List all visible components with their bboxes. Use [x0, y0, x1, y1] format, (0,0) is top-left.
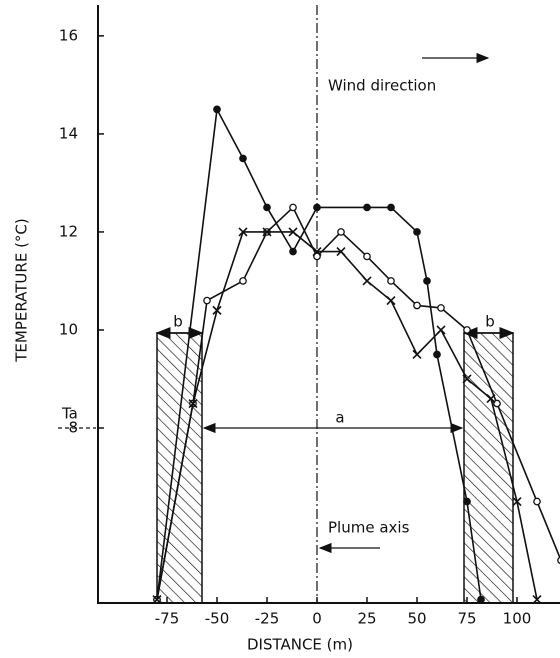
point — [289, 247, 297, 256]
x-tick-label: 100 — [503, 610, 532, 628]
point — [413, 228, 421, 236]
point — [436, 325, 446, 335]
y-tick-label: 12 — [59, 222, 78, 240]
point — [263, 203, 271, 212]
series-line — [156, 206, 560, 600]
x-tick-label: 50 — [407, 610, 426, 628]
a-label: a — [335, 409, 344, 427]
point — [313, 203, 321, 212]
ta-label: Ta — [61, 405, 78, 423]
x-tick-label: 0 — [312, 610, 322, 628]
point — [337, 228, 345, 236]
point — [532, 595, 542, 605]
point — [486, 394, 496, 404]
y-tick-label: 16 — [59, 26, 78, 44]
point — [213, 105, 221, 114]
y-axis-label: TEMPERATURE (°C) — [13, 218, 31, 363]
point — [413, 301, 421, 310]
point — [463, 497, 471, 506]
x-tick-label: -50 — [205, 610, 230, 628]
x-tick-label: -75 — [155, 610, 180, 628]
point — [336, 246, 346, 257]
point — [288, 227, 298, 237]
x-tick-label: -25 — [255, 610, 280, 628]
point — [423, 277, 431, 285]
point — [477, 595, 485, 604]
point — [212, 305, 222, 315]
series-line — [156, 231, 538, 600]
point — [363, 203, 371, 212]
y-tick-label: 8 — [68, 419, 78, 437]
x-axis-label: DISTANCE (m) — [247, 636, 353, 654]
point — [387, 203, 395, 212]
point — [362, 276, 372, 286]
hatched-zone — [463, 332, 514, 604]
point — [387, 277, 395, 285]
b-label: b — [173, 313, 183, 331]
point — [152, 595, 162, 605]
x-tick-label: 25 — [357, 610, 376, 628]
point — [433, 350, 441, 359]
point — [239, 277, 247, 285]
point — [289, 203, 297, 212]
x-tick-label: 75 — [457, 610, 476, 628]
point — [462, 374, 472, 384]
point — [188, 398, 198, 409]
point — [262, 227, 272, 237]
point — [312, 246, 322, 257]
y-tick-label: 10 — [59, 320, 78, 338]
point — [313, 252, 321, 261]
point — [363, 252, 371, 261]
point — [238, 227, 248, 237]
point — [512, 496, 522, 507]
axes — [97, 5, 560, 604]
wind-label: Wind direction — [328, 77, 436, 95]
point — [437, 304, 445, 312]
point — [203, 296, 211, 305]
point — [239, 154, 247, 163]
y-tick-label: 14 — [59, 124, 78, 142]
point — [412, 349, 422, 360]
point — [557, 556, 560, 565]
point — [386, 296, 396, 306]
plume-label: Plume axis — [328, 519, 410, 537]
b-label: b — [485, 313, 495, 331]
point — [463, 326, 471, 334]
point — [533, 497, 541, 506]
